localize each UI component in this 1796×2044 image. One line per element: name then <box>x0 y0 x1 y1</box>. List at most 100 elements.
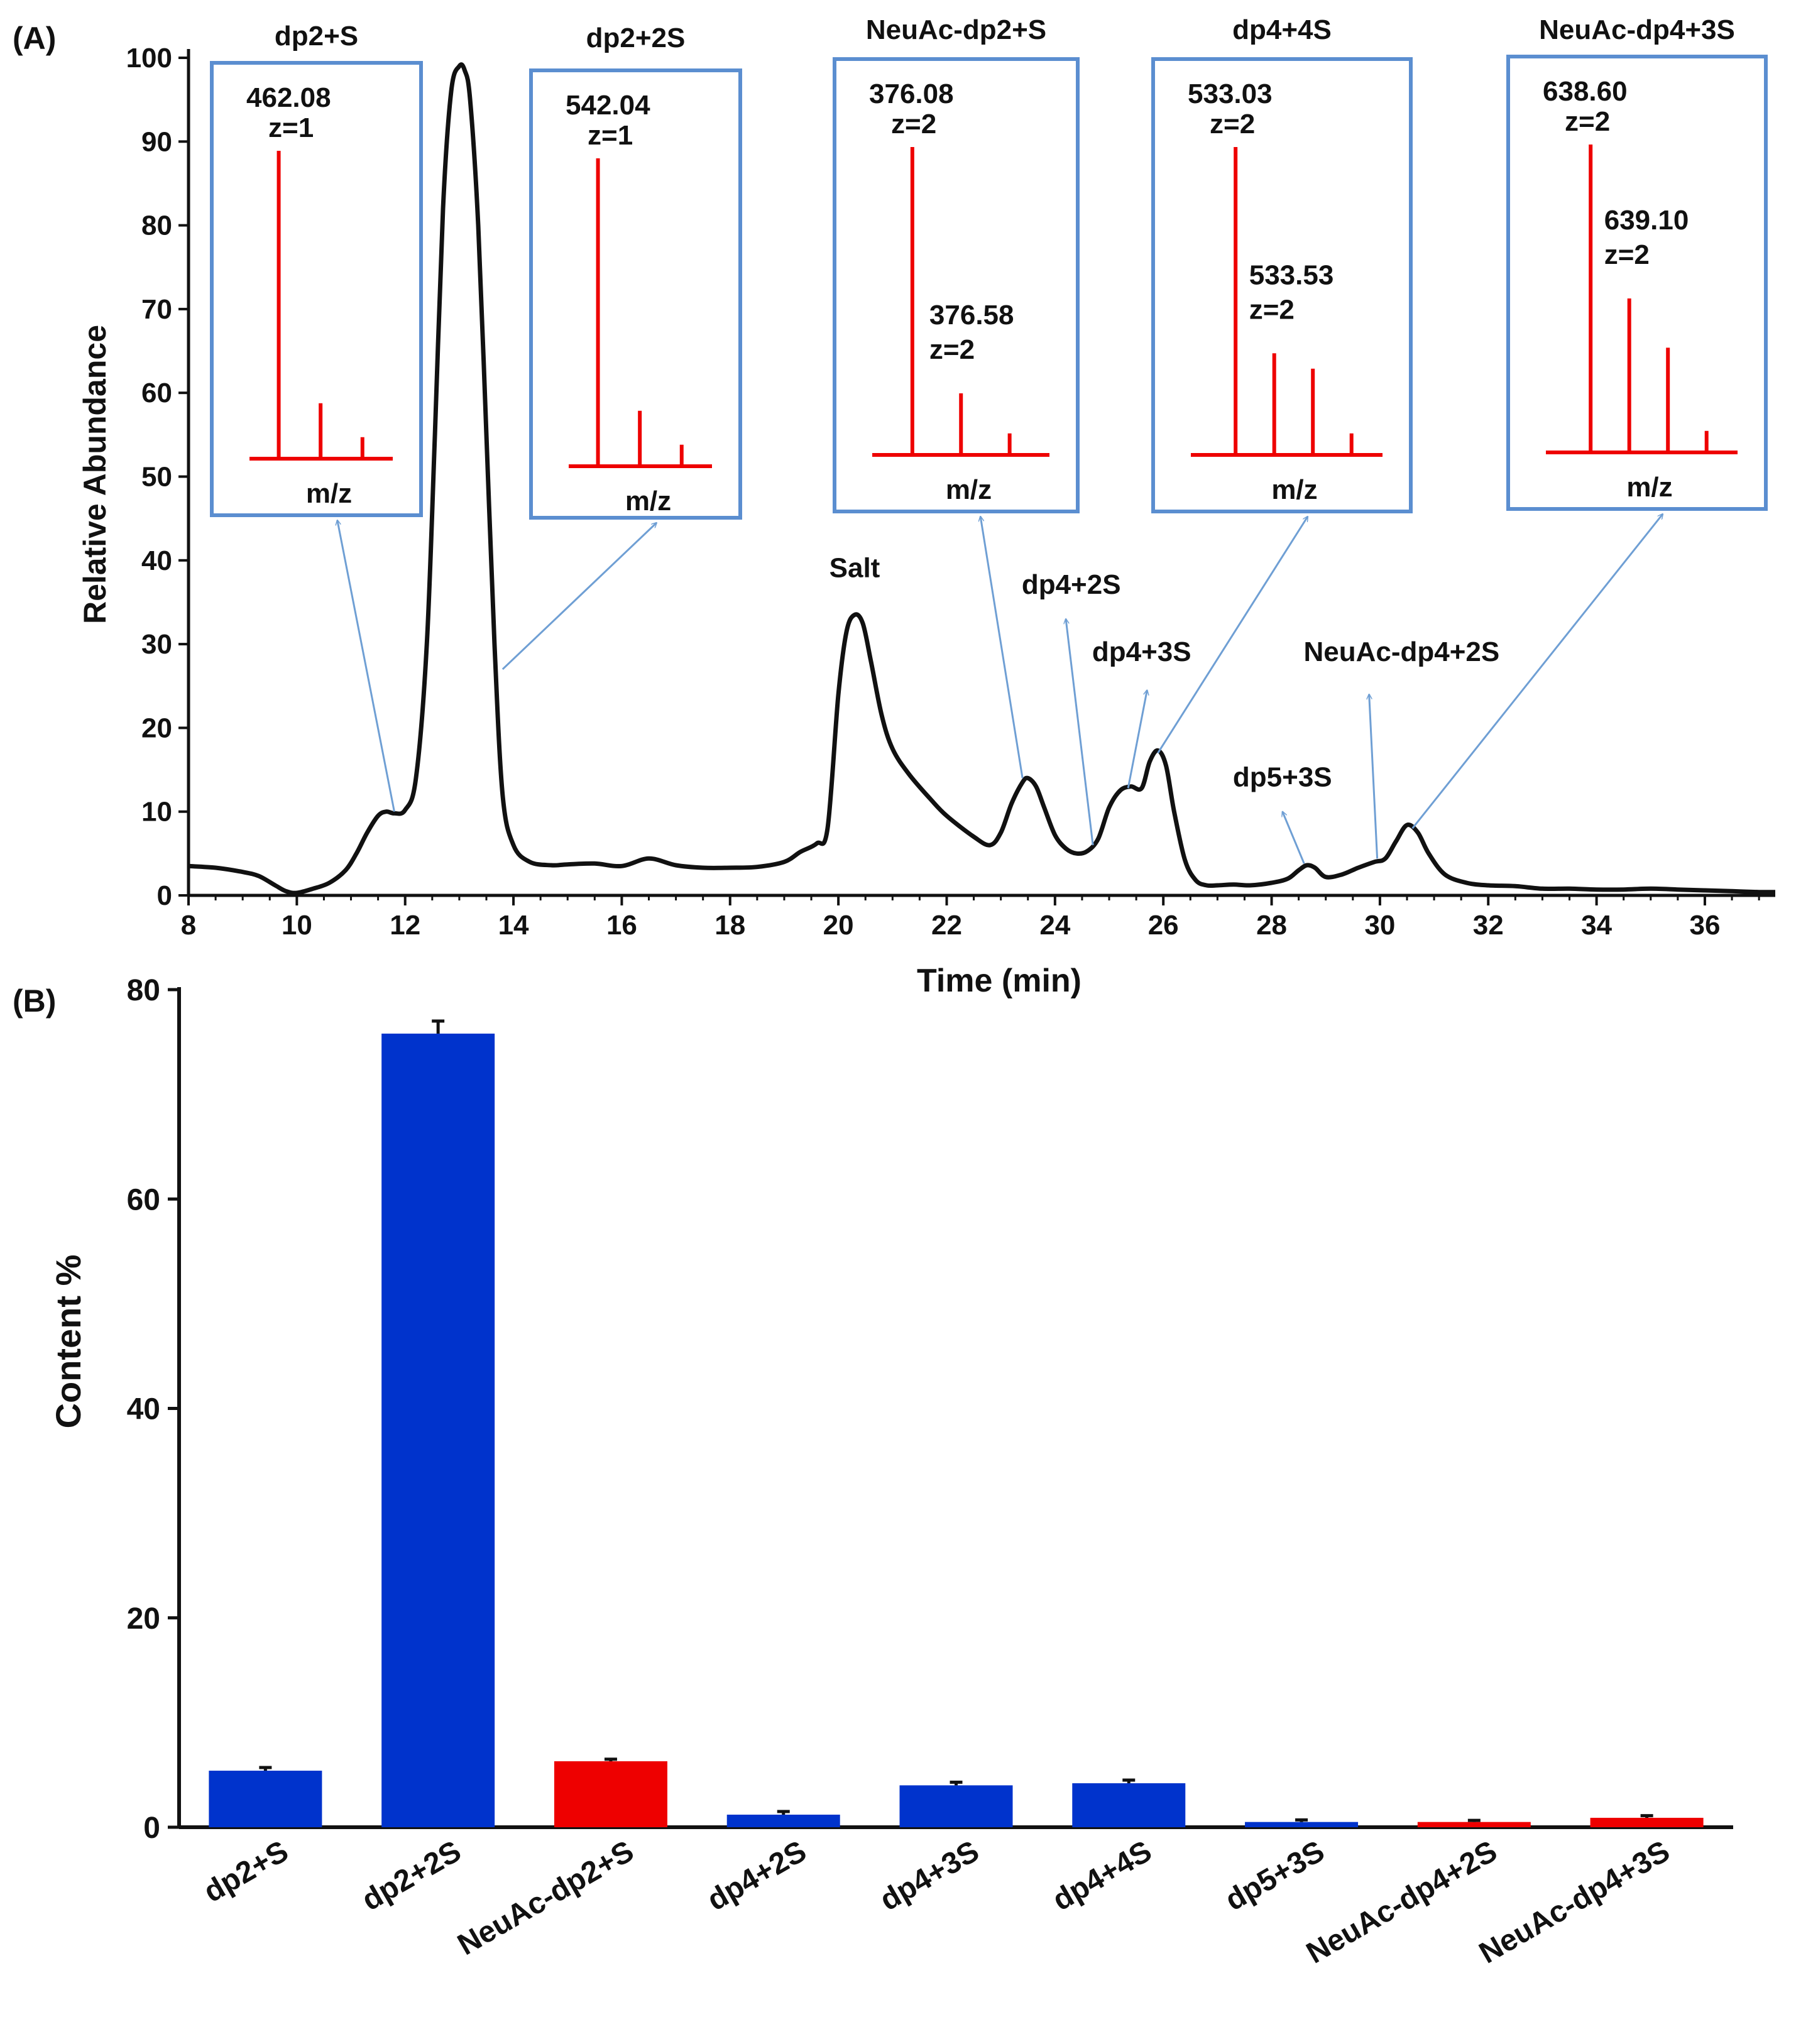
bar <box>899 1785 1013 1827</box>
bar-y-tick-label: 60 <box>127 1183 160 1216</box>
chromatogram-y-ticks: 0 10 20 30 40 50 60 70 80 90 100 <box>126 43 189 911</box>
y-tick-label: 10 <box>141 797 172 828</box>
y-tick-label: 100 <box>126 43 172 74</box>
inset-secondary-mz: 639.10 <box>1604 205 1689 236</box>
y-tick-label: 30 <box>141 629 172 660</box>
bar <box>209 1771 322 1827</box>
annotation-arrow <box>1066 619 1094 846</box>
bar-y-tick-label: 40 <box>127 1393 160 1426</box>
y-tick-label: 70 <box>141 294 172 325</box>
peak-annotation: dp4+2S <box>1022 569 1121 600</box>
bar-y-tick-label: 0 <box>143 1812 160 1845</box>
inset-pointer-arrow <box>980 516 1024 779</box>
x-tick-label: 12 <box>390 910 420 941</box>
x-tick-label: 14 <box>498 910 529 941</box>
x-tick-label: 32 <box>1473 910 1504 941</box>
x-tick-label: 16 <box>606 910 637 941</box>
ms-inset: dp2+S 462.08z=1 m/z <box>210 21 423 812</box>
chromatogram-chart: 0 10 20 30 40 50 60 70 80 90 100 8 10 12 14 16 18 20 22 24… <box>77 14 1776 999</box>
peak-annotation: dp4+3S <box>1092 637 1191 667</box>
y-tick-label: 80 <box>141 210 172 241</box>
inset-box <box>210 61 423 517</box>
inset-title: dp2+2S <box>586 23 686 53</box>
inset-box <box>833 57 1080 513</box>
bar-category-label: dp5+3S <box>1220 1835 1330 1918</box>
panel-b-label: (B) <box>13 983 56 1019</box>
bar-category-label: dp2+S <box>198 1835 293 1910</box>
y-tick-label: 90 <box>141 126 172 157</box>
bar <box>554 1761 667 1827</box>
bar <box>1590 1818 1704 1827</box>
bar-category-label: dp2+2S <box>356 1835 467 1918</box>
bar-category-label: dp4+4S <box>1047 1835 1158 1918</box>
inset-title: dp4+4S <box>1232 14 1332 45</box>
x-tick-label: 36 <box>1689 910 1720 941</box>
inset-main-charge: z=2 <box>1210 109 1255 139</box>
inset-pointer-arrow <box>501 523 657 670</box>
x-tick-label: 22 <box>931 910 962 941</box>
bar-y-tick-label: 20 <box>127 1602 160 1636</box>
panel-a-label: (A) <box>13 21 56 56</box>
inset-main-mz: 376.08 <box>869 79 954 109</box>
bars <box>209 1019 1704 1827</box>
x-tick-label: 20 <box>823 910 854 941</box>
chromatogram-trace <box>188 62 1776 895</box>
bar-category-label: dp4+2S <box>702 1835 813 1918</box>
bar <box>1072 1783 1186 1827</box>
inset-main-mz: 462.08 <box>246 82 331 113</box>
chromatogram-annotations: Salt dp4+2S dp4+3S dp5+3S NeuAc-dp4+2S <box>830 552 1499 864</box>
x-tick-label: 26 <box>1148 910 1179 941</box>
chromatogram-y-axis-title: Relative Abundance <box>77 325 112 624</box>
y-tick-label: 0 <box>157 880 172 911</box>
bar-y-axis-title: Content % <box>48 1255 88 1429</box>
bar-category-label: NeuAc-dp4+2S <box>1301 1835 1503 1970</box>
inset-box <box>1506 55 1768 511</box>
inset-pointer-arrow <box>1411 514 1663 829</box>
inset-x-label: m/z <box>1626 472 1672 503</box>
inset-x-label: m/z <box>1271 474 1317 505</box>
inset-x-label: m/z <box>946 474 992 505</box>
bar <box>726 1815 840 1827</box>
bar-category-label: NeuAc-dp4+3S <box>1474 1835 1675 1970</box>
peak-annotation: NeuAc-dp4+2S <box>1303 637 1499 667</box>
inset-box <box>1151 57 1413 513</box>
chromatogram-axes <box>187 49 1775 897</box>
peak-annotation: dp5+3S <box>1233 762 1332 793</box>
y-tick-label: 40 <box>141 545 172 576</box>
inset-main-charge: z=2 <box>1565 106 1610 137</box>
x-tick-label: 8 <box>181 910 196 941</box>
inset-title: dp2+S <box>275 21 358 52</box>
x-tick-label: 30 <box>1364 910 1395 941</box>
annotation-arrow <box>1283 812 1305 864</box>
x-tick-label: 28 <box>1256 910 1287 941</box>
inset-secondary-mz: 376.58 <box>929 300 1014 331</box>
x-tick-label: 10 <box>282 910 312 941</box>
inset-main-charge: z=1 <box>588 120 633 151</box>
inset-secondary-charge: z=2 <box>929 334 975 365</box>
inset-secondary-charge: z=2 <box>1249 294 1295 325</box>
inset-x-label: m/z <box>306 478 352 509</box>
inset-main-mz: 638.60 <box>1543 76 1628 107</box>
x-tick-label: 34 <box>1581 910 1612 941</box>
bar <box>1245 1822 1359 1827</box>
bar <box>1417 1822 1531 1827</box>
inset-secondary-mz: 533.53 <box>1249 260 1334 290</box>
ms-inset: dp2+2S 542.04z=1 m/z <box>501 23 742 670</box>
peak-annotation: Salt <box>830 552 880 583</box>
bar-category-label: NeuAc-dp2+S <box>452 1835 640 1962</box>
inset-title: NeuAc-dp4+3S <box>1539 14 1735 45</box>
y-tick-label: 20 <box>141 713 172 743</box>
bar-y-tick-label: 80 <box>127 974 160 1007</box>
annotation-arrow <box>1369 694 1379 859</box>
bar-y-ticks: 0 20 40 60 80 <box>127 974 179 1845</box>
y-tick-label: 50 <box>141 462 172 493</box>
x-tick-label: 24 <box>1039 910 1070 941</box>
annotation-arrow <box>1127 690 1147 789</box>
